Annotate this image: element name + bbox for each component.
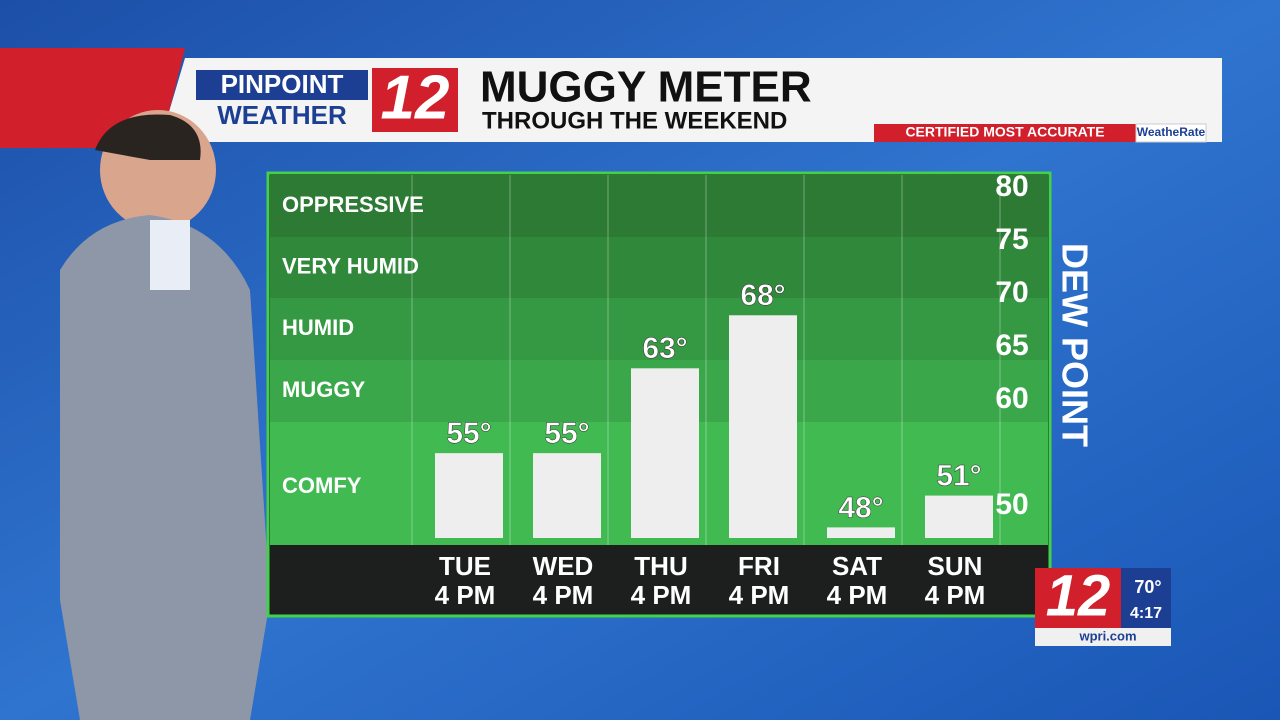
y-tick-label: 80 [995,170,1028,203]
bug-number: 12 [1046,563,1111,628]
bug-site: wpri.com [1078,628,1136,643]
x-time-label: 4 PM [631,580,692,610]
logo-number: 12 [381,63,450,132]
x-tick-label: FRI [738,551,780,581]
station-bug: 12 70° 4:17 wpri.com [1035,563,1171,646]
comfort-label: VERY HUMID [282,253,419,278]
x-tick-label: WED [533,551,594,581]
bar [925,495,993,538]
brand-box [196,70,368,100]
x-time-label: 4 PM [533,580,594,610]
bar [533,453,601,538]
value-label: 55° [446,417,491,450]
comfort-band [270,298,1048,360]
value-label: 55° [544,417,589,450]
badge-partner: WeatheRate [1137,125,1206,139]
presenter [60,110,270,720]
x-tick-label: THU [634,551,687,581]
value-label: 51° [936,459,981,492]
y-tick-label: 75 [995,223,1028,256]
value-label: 63° [642,332,687,365]
logo-box [372,68,458,132]
badge: CERTIFIED MOST ACCURATE [905,124,1104,140]
comfort-label: MUGGY [282,377,365,402]
y-tick-label: 70 [995,276,1028,309]
x-tick-label: SUN [928,551,983,581]
x-time-label: 4 PM [435,580,496,610]
bug-temp: 70° [1134,577,1161,597]
bar [827,527,895,538]
x-tick-label: SAT [832,551,882,581]
bug-site-box [1035,628,1171,646]
value-label: 48° [838,491,883,524]
comfort-band [270,237,1048,298]
partner-box [1135,123,1207,143]
axis-title: DEW POINT [1054,243,1095,447]
y-tick-label: 60 [995,382,1028,415]
badge-box [874,124,1136,142]
y-tick-label: 65 [995,329,1028,362]
comfort-label: COMFY [282,473,362,498]
bug-time: 4:17 [1130,605,1162,622]
comfort-label: HUMID [282,315,354,340]
value-label: 68° [740,279,785,312]
bug-logo [1035,568,1121,628]
bar [729,315,797,538]
bug-info [1121,568,1171,628]
y-tick-label: 50 [995,488,1028,521]
bar [435,453,503,538]
chart: OPPRESSIVE VERY HUMID HUMID MUGGY COMFY 50 60 6… [266,170,1052,618]
comfort-band [270,175,1048,237]
brand-bottom: WEATHER [217,100,347,130]
title: MUGGY METER [480,63,812,112]
comfort-label: OPPRESSIVE [282,192,424,217]
bar [631,368,699,538]
x-time-label: 4 PM [925,580,986,610]
x-tick-label: TUE [439,551,491,581]
x-time-label: 4 PM [827,580,888,610]
brand-top: PINPOINT [221,69,344,99]
x-time-label: 4 PM [729,580,790,610]
subtitle: THROUGH THE WEEKEND [482,107,787,134]
